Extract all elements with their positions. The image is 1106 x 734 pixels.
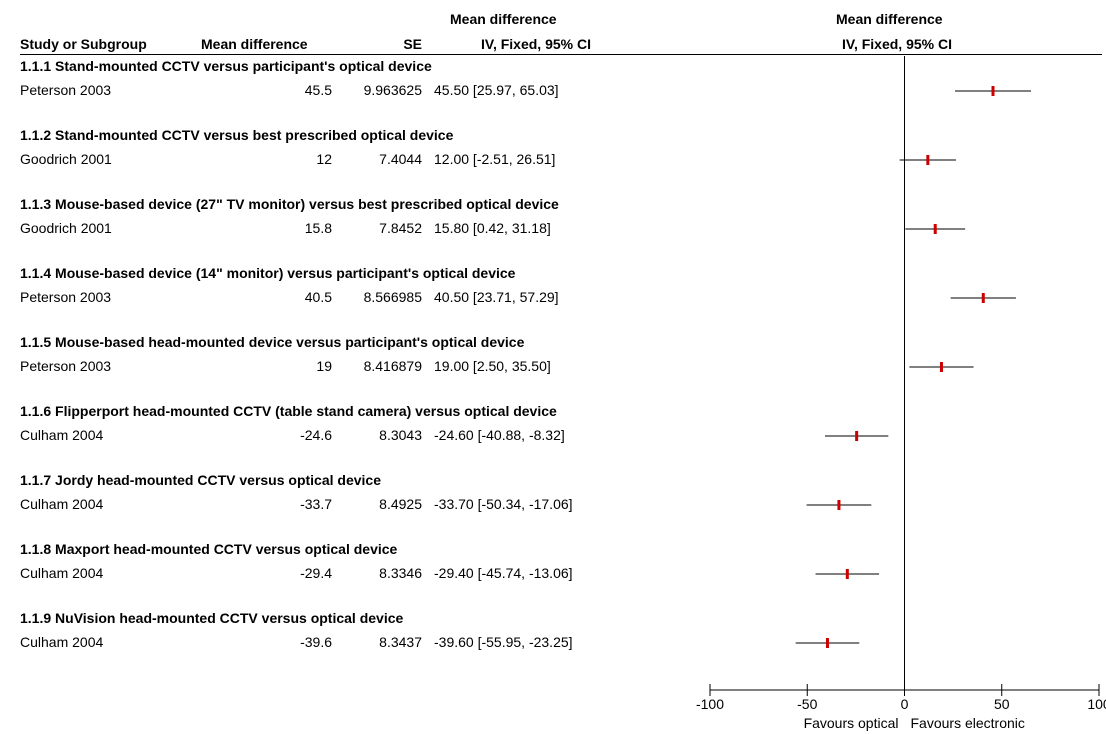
subgroup-title: 1.1.2 Stand-mounted CCTV versus best pre… [20,127,454,143]
se-value: 8.3437 [379,634,422,650]
point-estimate-marker [991,86,995,96]
point-estimate-marker [837,500,841,510]
point-estimate-marker [933,224,937,234]
mean-difference-value: 40.5 [304,289,332,305]
ci-text: 15.80 [0.42, 31.18] [434,220,551,236]
mean-difference-value: -33.7 [300,496,332,512]
study-name: Peterson 2003 [20,358,112,374]
ci-text: 12.00 [-2.51, 26.51] [434,151,556,167]
mean-difference-value: 12 [316,151,332,167]
se-value: 7.8452 [379,220,422,236]
subgroup-title: 1.1.7 Jordy head-mounted CCTV versus opt… [20,472,381,488]
x-tick-label: 100 [1087,696,1106,712]
study-column-header: Study or Subgroup [20,36,147,52]
se-value: 8.416879 [363,358,422,374]
point-estimate-marker [825,638,829,648]
header-divider [20,54,1102,55]
se-value: 9.963625 [363,82,422,98]
favours-left-label: Favours optical [804,715,899,731]
study-name: Goodrich 2001 [20,220,112,236]
se-value: 8.3043 [379,427,422,443]
ci-text: -24.60 [-40.88, -8.32] [434,427,565,443]
ci-column-header-bottom: IV, Fixed, 95% CI [481,36,591,52]
se-value: 8.566985 [363,289,422,305]
subgroup-title: 1.1.3 Mouse-based device (27" TV monitor… [20,196,559,212]
point-estimate-marker [981,293,985,303]
ci-text: -33.70 [-50.34, -17.06] [434,496,573,512]
point-estimate-marker [855,431,859,441]
point-estimate-marker [939,362,943,372]
x-tick-label: -100 [696,696,724,712]
study-name: Culham 2004 [20,496,104,512]
subgroup-title: 1.1.9 NuVision head-mounted CCTV versus … [20,610,404,626]
se-value: 8.4925 [379,496,422,512]
point-estimate-marker [845,569,849,579]
mean-difference-value: -39.6 [300,634,332,650]
ci-text: 19.00 [2.50, 35.50] [434,358,551,374]
se-value: 7.4044 [379,151,422,167]
mean-difference-value: 15.8 [304,220,332,236]
point-estimate-marker [926,155,930,165]
mean-difference-value: -24.6 [300,427,332,443]
mean-difference-value: -29.4 [300,565,332,581]
ci-text: -39.60 [-55.95, -23.25] [434,634,573,650]
subgroup-title: 1.1.8 Maxport head-mounted CCTV versus o… [20,541,398,557]
study-name: Peterson 2003 [20,82,112,98]
ci-text: 45.50 [25.97, 65.03] [434,82,559,98]
md-column-header: Mean difference [201,36,308,52]
se-column-header: SE [403,36,422,52]
plot-column-header-bottom: IV, Fixed, 95% CI [842,36,952,52]
ci-text: 40.50 [23.71, 57.29] [434,289,559,305]
study-name: Peterson 2003 [20,289,112,305]
x-tick-label: 0 [901,696,909,712]
favours-right-label: Favours electronic [911,715,1025,731]
study-name: Culham 2004 [20,427,104,443]
study-name: Culham 2004 [20,634,104,650]
ci-text: -29.40 [-45.74, -13.06] [434,565,573,581]
x-tick-label: 50 [994,696,1010,712]
se-value: 8.3346 [379,565,422,581]
subgroup-title: 1.1.5 Mouse-based head-mounted device ve… [20,334,525,350]
mean-difference-value: 45.5 [304,82,332,98]
subgroup-title: 1.1.4 Mouse-based device (14" monitor) v… [20,265,516,281]
subgroup-title: 1.1.6 Flipperport head-mounted CCTV (tab… [20,403,557,419]
plot-column-header-top: Mean difference [836,11,943,27]
subgroup-title: 1.1.1 Stand-mounted CCTV versus particip… [20,58,432,74]
mean-difference-value: 19 [316,358,332,374]
x-tick-label: -50 [797,696,817,712]
study-name: Culham 2004 [20,565,104,581]
ci-column-header-top: Mean difference [450,11,557,27]
study-name: Goodrich 2001 [20,151,112,167]
